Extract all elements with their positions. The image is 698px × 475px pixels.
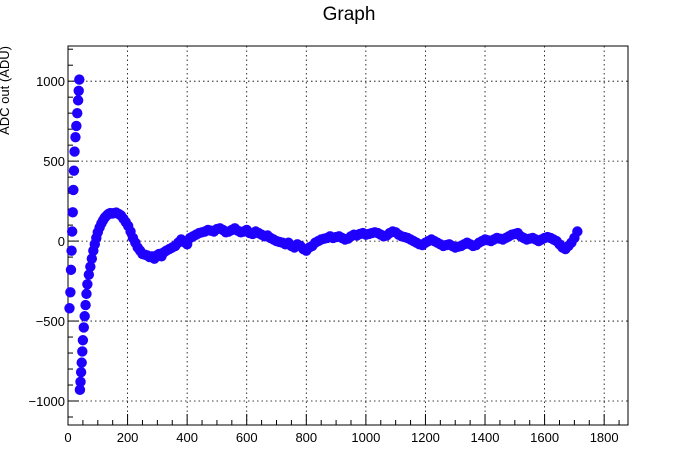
chart-title: Graph	[322, 4, 376, 25]
data-point	[73, 85, 84, 96]
data-point	[69, 146, 80, 157]
y-tick-label: 1000	[36, 74, 65, 89]
x-tick-label: 1400	[471, 430, 500, 445]
data-point	[67, 207, 78, 218]
data-point	[72, 95, 84, 106]
data-point	[66, 245, 77, 256]
x-tick-label: 1000	[351, 430, 380, 445]
x-tick-label: 0	[64, 430, 71, 445]
data-point	[80, 299, 91, 311]
data-point	[77, 335, 89, 346]
y-tick-label: −500	[36, 314, 65, 329]
data-point	[77, 346, 88, 357]
data-point	[74, 74, 85, 85]
x-tick-label: 1800	[590, 430, 619, 445]
data-point	[70, 131, 81, 143]
y-axis-title: ADC out (ADU)	[0, 46, 12, 135]
y-tick-label: 0	[58, 234, 65, 249]
x-tick-label: 800	[295, 430, 317, 445]
y-tick-label: −1000	[28, 394, 65, 409]
data-point	[75, 367, 87, 378]
x-tick-label: 600	[236, 430, 258, 445]
y-tick-label: 500	[43, 154, 65, 169]
data-point	[76, 357, 87, 368]
data-point	[572, 226, 583, 237]
plot-frame	[67, 45, 629, 426]
data-point	[75, 376, 86, 388]
x-tick-label: 400	[176, 430, 198, 445]
data-point	[82, 279, 93, 290]
data-point	[65, 287, 76, 298]
data-point	[79, 311, 90, 322]
x-tick-label: 1600	[530, 430, 559, 445]
data-point	[72, 107, 83, 119]
data-point	[65, 264, 77, 276]
data-point	[86, 253, 98, 264]
data-point	[74, 384, 86, 396]
data-point	[66, 226, 78, 237]
data-point	[78, 322, 89, 333]
data-point	[68, 165, 80, 176]
data-point	[81, 288, 92, 300]
data-point	[85, 261, 96, 272]
data-point	[83, 269, 95, 280]
x-tick-label: 1200	[411, 430, 440, 445]
data-point	[64, 303, 75, 314]
data-point	[71, 120, 82, 132]
x-tick-label: 200	[117, 430, 139, 445]
data-point	[68, 184, 79, 196]
